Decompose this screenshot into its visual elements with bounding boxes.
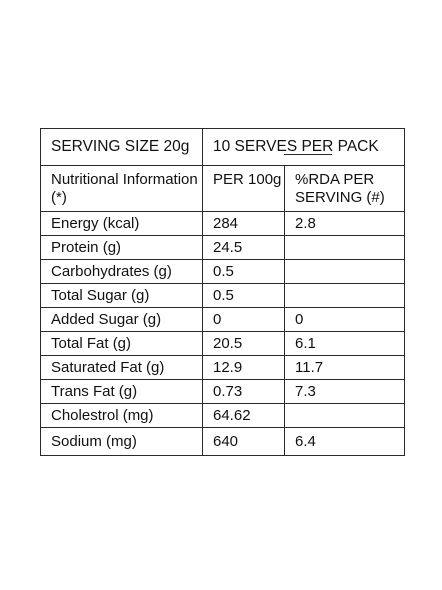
nutrient-row: Added Sugar (g) 0 0 — [40, 307, 406, 332]
per-100g-value-cell: 0.5 — [202, 259, 285, 284]
per-100g-value-cell: 284 — [202, 211, 285, 236]
nutrient-row: Cholestrol (mg) 64.62 — [40, 403, 406, 428]
nutrient-row: Total Fat (g) 20.5 6.1 — [40, 331, 406, 356]
nutrient-name-cell: Total Fat (g) — [40, 331, 203, 356]
nutrient-name-cell: Sodium (mg) — [40, 427, 203, 456]
per-100g-value-cell: 24.5 — [202, 235, 285, 260]
header-divider-stub — [284, 154, 332, 155]
nutrient-name-cell: Energy (kcal) — [40, 211, 203, 236]
rda-value-cell — [283, 259, 406, 284]
nutrient-row: Energy (kcal) 284 2.8 — [40, 211, 406, 236]
nutrient-name-cell: Total Sugar (g) — [40, 283, 203, 308]
rda-value-cell: 6.4 — [283, 427, 406, 456]
nutrient-name-cell: Saturated Fat (g) — [40, 355, 203, 380]
per-100g-column-header: PER 100g — [202, 165, 285, 212]
per-100g-value-cell: 64.62 — [202, 403, 285, 428]
nutrient-row: Saturated Fat (g) 12.9 11.7 — [40, 355, 406, 380]
rda-value-cell: 7.3 — [283, 379, 406, 404]
nutrition-table-body: SERVING SIZE 20g 10 SERVES PER PACK Nutr… — [40, 128, 406, 456]
rda-value-cell: 2.8 — [283, 211, 406, 236]
rda-value-cell: 0 — [283, 307, 406, 332]
rda-value-cell: 6.1 — [283, 331, 406, 356]
nutrient-name-cell: Trans Fat (g) — [40, 379, 203, 404]
rda-value-cell — [283, 235, 406, 260]
serving-size-cell: SERVING SIZE 20g — [40, 128, 203, 166]
nutrition-table: SERVING SIZE 20g 10 SERVES PER PACK Nutr… — [40, 128, 406, 456]
nutrient-name-cell: Carbohydrates (g) — [40, 259, 203, 284]
nutrient-name-cell: Protein (g) — [40, 235, 203, 260]
nutrient-row: Protein (g) 24.5 — [40, 235, 406, 260]
rda-value-cell — [283, 403, 406, 428]
nutrient-row: Sodium (mg) 640 6.4 — [40, 427, 406, 456]
per-100g-value-cell: 0 — [202, 307, 285, 332]
nutrient-name-cell: Cholestrol (mg) — [40, 403, 203, 428]
per-100g-value-cell: 0.73 — [202, 379, 285, 404]
rda-column-header: %RDA PER SERVING (#) — [283, 165, 406, 212]
rda-value-cell — [283, 283, 406, 308]
per-100g-value-cell: 640 — [202, 427, 285, 456]
column-header-row: Nutritional Information (*) PER 100g %RD… — [40, 165, 406, 212]
per-100g-value-cell: 20.5 — [202, 331, 285, 356]
nutrient-column-header: Nutritional Information (*) — [40, 165, 203, 212]
nutrient-name-cell: Added Sugar (g) — [40, 307, 203, 332]
nutrient-row: Trans Fat (g) 0.73 7.3 — [40, 379, 406, 404]
nutrition-table-wrapper: SERVING SIZE 20g 10 SERVES PER PACK Nutr… — [40, 128, 406, 456]
serving-header-row: SERVING SIZE 20g 10 SERVES PER PACK — [40, 128, 406, 166]
nutrient-row: Total Sugar (g) 0.5 — [40, 283, 406, 308]
nutrient-row: Carbohydrates (g) 0.5 — [40, 259, 406, 284]
per-100g-value-cell: 0.5 — [202, 283, 285, 308]
serves-per-pack-cell: 10 SERVES PER PACK — [201, 128, 406, 166]
per-100g-value-cell: 12.9 — [202, 355, 285, 380]
rda-value-cell: 11.7 — [283, 355, 406, 380]
